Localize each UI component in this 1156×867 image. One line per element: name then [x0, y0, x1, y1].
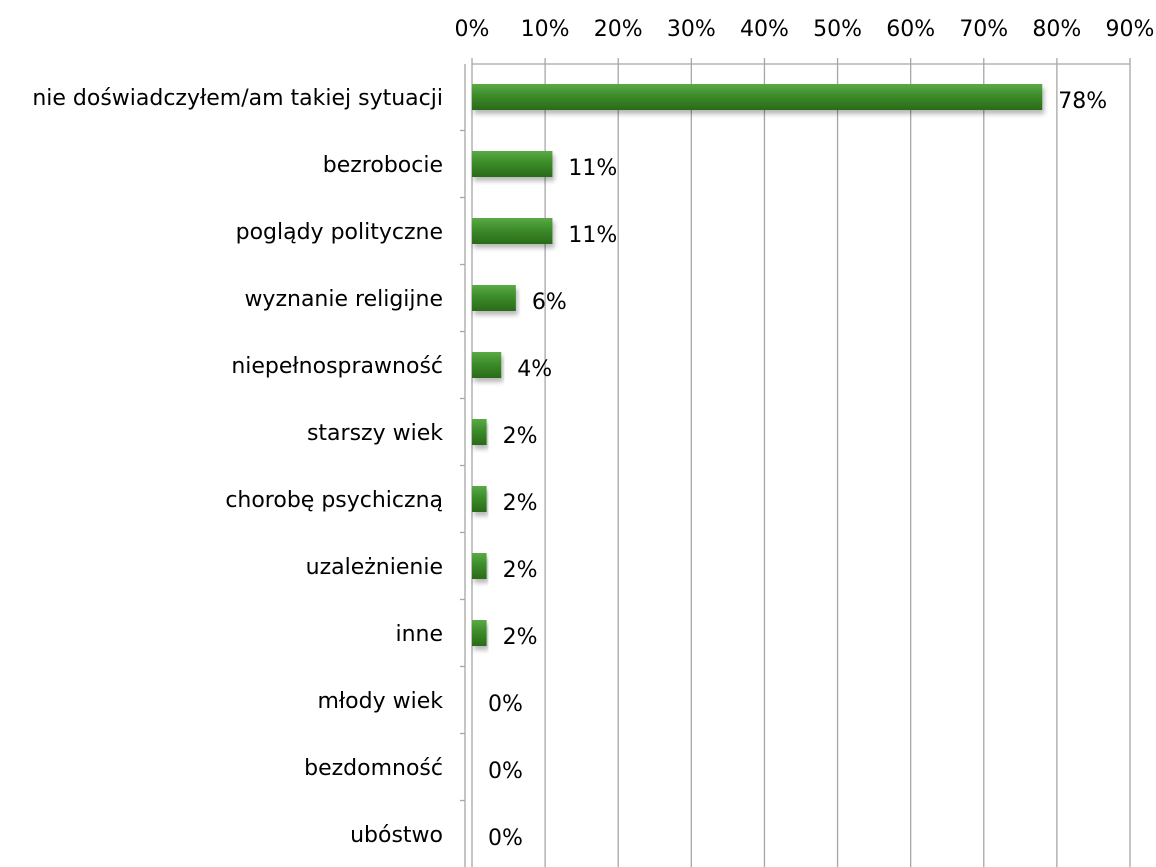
x-tick-label: 80% — [1032, 17, 1081, 42]
data-label: 2% — [503, 625, 538, 650]
category-label: chorobę psychiczną — [225, 488, 443, 513]
category-label: starszy wiek — [307, 421, 443, 446]
x-tick-label: 60% — [886, 17, 935, 42]
x-tick-label: 10% — [521, 17, 570, 42]
category-label: bezdomność — [304, 756, 443, 781]
data-label: 6% — [532, 290, 567, 315]
data-label: 11% — [568, 223, 617, 248]
bar — [472, 218, 553, 244]
category-axis — [460, 64, 466, 867]
data-label: 0% — [488, 759, 523, 784]
x-tick-label: 50% — [813, 17, 862, 42]
bars — [472, 84, 1043, 646]
value-labels: 78% 11% 11% 6% 4% 2% 2% 2% 2% 0% 0% 0% — [488, 89, 1107, 851]
x-tick-label: 30% — [667, 17, 716, 42]
x-axis-tick-labels: 0% 10% 20% 30% 40% 50% 60% 70% 80% 90% — [455, 17, 1155, 65]
x-tick-label: 20% — [594, 17, 643, 42]
bar — [472, 151, 553, 177]
bar — [472, 84, 1043, 110]
category-label: nie doświadczyłem/am takiej sytuacji — [32, 86, 443, 111]
x-tick-label: 0% — [455, 17, 490, 42]
data-label: 11% — [568, 156, 617, 181]
category-label: ubóstwo — [350, 823, 443, 848]
data-label: 0% — [488, 692, 523, 717]
data-label: 78% — [1058, 89, 1107, 114]
x-tick-label: 70% — [959, 17, 1008, 42]
bar — [472, 620, 487, 646]
data-label: 2% — [503, 558, 538, 583]
category-label: inne — [395, 622, 443, 647]
x-tick-label: 90% — [1106, 17, 1155, 42]
x-tick-label: 40% — [740, 17, 789, 42]
bar — [472, 553, 487, 579]
bar — [472, 419, 487, 445]
category-label: niepełnosprawność — [231, 354, 443, 379]
gridlines — [471, 64, 1131, 867]
category-label: bezrobocie — [323, 153, 443, 178]
category-label: uzależnienie — [306, 555, 443, 580]
category-label: poglądy polityczne — [236, 220, 443, 245]
bar — [472, 285, 516, 311]
category-label: wyznanie religijne — [244, 287, 443, 312]
data-label: 2% — [503, 424, 538, 449]
data-label: 4% — [517, 357, 552, 382]
data-label: 0% — [488, 826, 523, 851]
category-label: młody wiek — [317, 689, 443, 714]
data-label: 2% — [503, 491, 538, 516]
bar — [472, 486, 487, 512]
category-labels: nie doświadczyłem/am takiej sytuacji bezr… — [32, 86, 443, 848]
bar — [472, 352, 502, 378]
